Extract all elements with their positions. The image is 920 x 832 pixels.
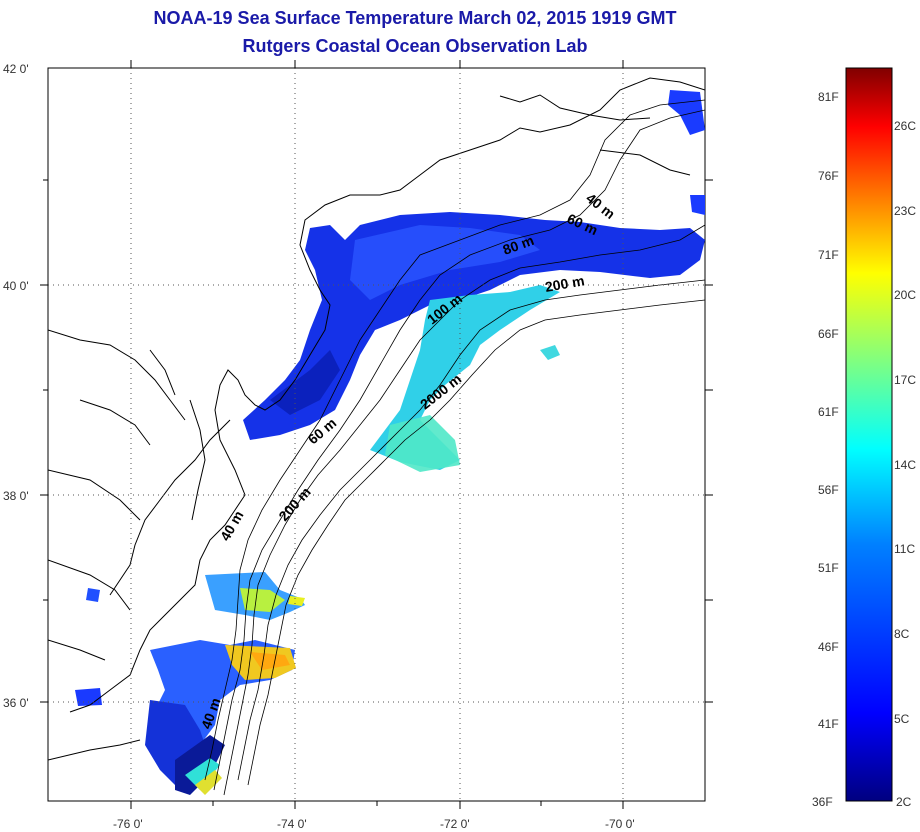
fahrenheit-label: 61F [818, 405, 839, 419]
coastline [48, 77, 705, 761]
bathymetry-contours [204, 99, 705, 796]
sst-data-layer [75, 90, 705, 795]
map-subtitle: Rutgers Coastal Ocean Observation Lab [242, 36, 588, 56]
lat-label: 36 0' [3, 696, 29, 710]
fahrenheit-label: 76F [818, 169, 839, 183]
fahrenheit-label: 46F [818, 640, 839, 654]
celsius-label: 23C [894, 204, 916, 218]
fahrenheit-label: 66F [818, 327, 839, 341]
fahrenheit-label: 71F [818, 248, 839, 262]
celsius-label: 2C [896, 795, 912, 809]
celsius-label: 8C [894, 627, 910, 641]
celsius-label: 20C [894, 288, 916, 302]
lat-label: 42 0' [3, 62, 29, 76]
celsius-label: 5C [894, 712, 910, 726]
longitude-labels: -76 0' -74 0' -72 0' -70 0' [113, 817, 635, 831]
lon-label: -72 0' [440, 817, 470, 831]
celsius-label: 11C [894, 542, 915, 556]
map-title: NOAA-19 Sea Surface Temperature March 02… [153, 8, 677, 28]
fahrenheit-label: 36F [812, 795, 833, 809]
fahrenheit-label: 81F [818, 90, 839, 104]
lat-label: 40 0' [3, 279, 29, 293]
celsius-label: 17C [894, 373, 916, 387]
fahrenheit-label: 51F [818, 561, 839, 575]
depth-label: 200 m [544, 272, 586, 295]
fahrenheit-label: 56F [818, 483, 839, 497]
temperature-colorbar [845, 67, 893, 802]
colorbar-fahrenheit-labels: 81F 76F 71F 66F 61F 56F 51F 46F 41F 36F [812, 90, 839, 809]
map-frame [47, 67, 706, 802]
colorbar-celsius-labels: 26C 23C 20C 17C 14C 11C 8C 5C 2C [894, 119, 916, 809]
graticule [48, 68, 705, 801]
axis-ticks [40, 60, 713, 809]
lon-label: -76 0' [113, 817, 143, 831]
lon-label: -70 0' [605, 817, 635, 831]
celsius-label: 14C [894, 458, 916, 472]
latitude-labels: 42 0' 40 0' 38 0' 36 0' [3, 62, 29, 710]
lon-label: -74 0' [277, 817, 307, 831]
celsius-label: 26C [894, 119, 916, 133]
lat-label: 38 0' [3, 489, 29, 503]
fahrenheit-label: 41F [818, 717, 839, 731]
